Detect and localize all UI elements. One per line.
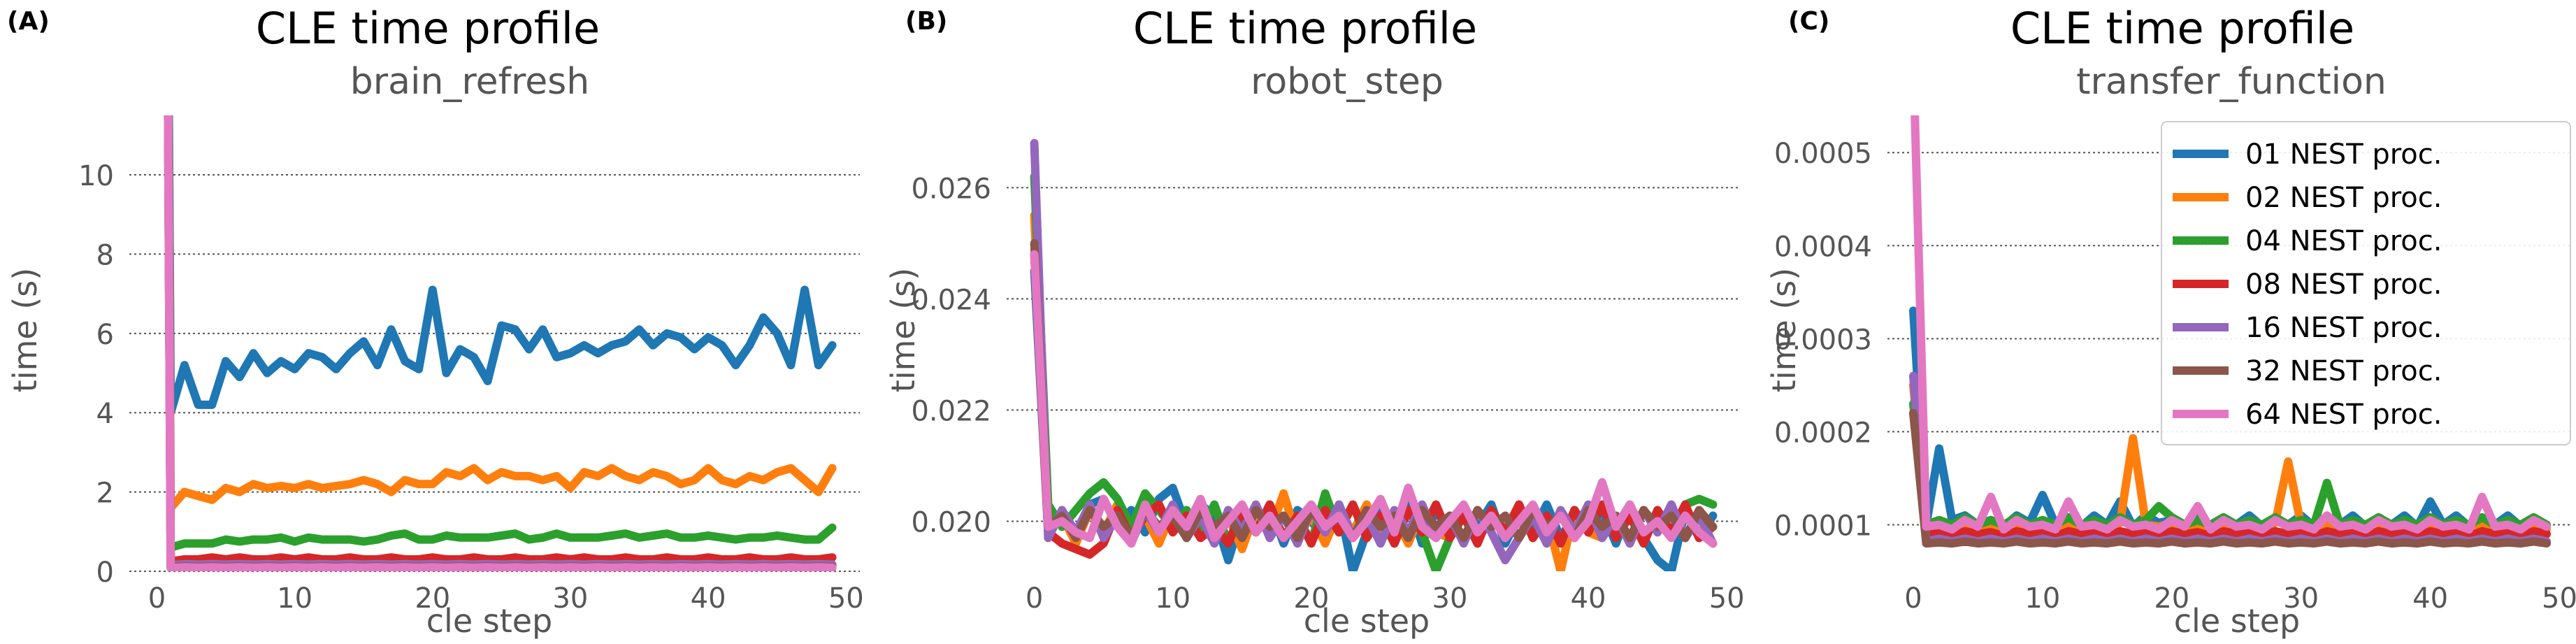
y-tick-label: 0.022: [911, 395, 991, 427]
y-tick-label: 0.0005: [1774, 138, 1872, 170]
y-tick-label: 6: [96, 319, 114, 351]
series-line: [164, 115, 837, 552]
series-line: [164, 115, 837, 513]
legend-label: 64 NEST proc.: [2245, 399, 2442, 431]
series-line: [1909, 408, 2551, 548]
legend-label: 08 NEST proc.: [2245, 269, 2442, 301]
panel-a: (A) CLE time profile brain_refresh time …: [6, 3, 864, 640]
x-tick-label: 50: [828, 582, 864, 615]
x-axis-label-a: cle step: [426, 602, 553, 640]
plot-area-a: 0 2 4 6 8 10 0 10 20 30 40 50: [78, 115, 864, 615]
x-axis-label-c: cle step: [2174, 602, 2301, 640]
y-tick-label: 10: [78, 160, 114, 192]
series-line: [164, 115, 837, 566]
panel-b: (B) CLE time profile robot_step time (s)…: [884, 3, 1745, 640]
y-tick-label: 0.0001: [1774, 510, 1872, 542]
legend-label: 02 NEST proc.: [2245, 182, 2442, 214]
x-tick-label: 0: [1026, 582, 1043, 615]
x-tick-label: 40: [691, 582, 726, 615]
x-tick-label: 20: [415, 582, 450, 615]
panel-label-a: (A): [7, 7, 50, 36]
x-tick-label: 30: [2283, 582, 2319, 615]
x-tick-label: 20: [2154, 582, 2189, 615]
y-tick-label: 0.024: [911, 284, 991, 316]
x-axis-label-b: cle step: [1304, 602, 1430, 640]
y-axis-label-a: time (s): [6, 268, 44, 392]
y-tick-label: 0: [96, 557, 114, 589]
y-axis-label-c: time (s): [1765, 268, 1803, 392]
y-axis-label-b: time (s): [884, 268, 922, 392]
series-line: [1030, 250, 1718, 548]
y-tick-label: 2: [96, 478, 114, 510]
chart-subtitle-a: brain_refresh: [350, 61, 589, 103]
y-tick-label: 4: [96, 398, 114, 430]
series-line: [1909, 408, 2551, 541]
series-line: [164, 115, 837, 571]
plot-area-b: 0.020 0.022 0.024 0.026 0 10 20 30 40 50: [911, 138, 1745, 615]
legend: 01 NEST proc. 02 NEST proc. 04 NEST proc. 0…: [2161, 121, 2571, 445]
series-line: [1911, 115, 2551, 534]
y-tick-label: 0.0004: [1774, 231, 1872, 263]
x-tick-label: 10: [277, 582, 312, 615]
chart-subtitle-b: robot_step: [1251, 61, 1444, 103]
series-line: [1030, 238, 1718, 543]
x-tick-label: 40: [1571, 582, 1606, 615]
chart-subtitle-c: transfer_function: [2076, 61, 2387, 103]
panel-c: (C) CLE time profile transfer_function t…: [1765, 3, 2576, 640]
y-tick-label: 8: [96, 239, 114, 271]
panel-label-b: (B): [905, 7, 947, 36]
y-tick-label: 0.0002: [1774, 417, 1872, 449]
chart-title-a: CLE time profile: [256, 3, 600, 54]
chart-title-c: CLE time profile: [2010, 3, 2354, 54]
chart-title-b: CLE time profile: [1133, 3, 1477, 54]
y-tick-label: 0.0003: [1774, 324, 1872, 356]
legend-label: 32 NEST proc.: [2245, 355, 2442, 387]
x-tick-label: 10: [2024, 582, 2060, 615]
x-tick-label: 0: [148, 582, 166, 615]
x-tick-label: 50: [2542, 582, 2576, 615]
x-tick-label: 20: [1293, 582, 1329, 615]
legend-label: 04 NEST proc.: [2245, 225, 2442, 257]
x-tick-label: 30: [552, 582, 588, 615]
x-tick-label: 0: [1904, 582, 1922, 615]
legend-box: [2161, 121, 2571, 445]
y-tick-label: 0.026: [911, 173, 991, 205]
panel-label-c: (C): [1788, 7, 1829, 36]
series-line: [164, 115, 837, 417]
x-tick-label: 30: [1432, 582, 1468, 615]
legend-label: 16 NEST proc.: [2245, 312, 2442, 344]
x-tick-label: 10: [1155, 582, 1190, 615]
legend-label: 01 NEST proc.: [2245, 138, 2442, 171]
y-tick-label: 0.020: [911, 506, 991, 538]
x-tick-label: 40: [2412, 582, 2448, 615]
x-tick-label: 50: [1709, 582, 1745, 615]
